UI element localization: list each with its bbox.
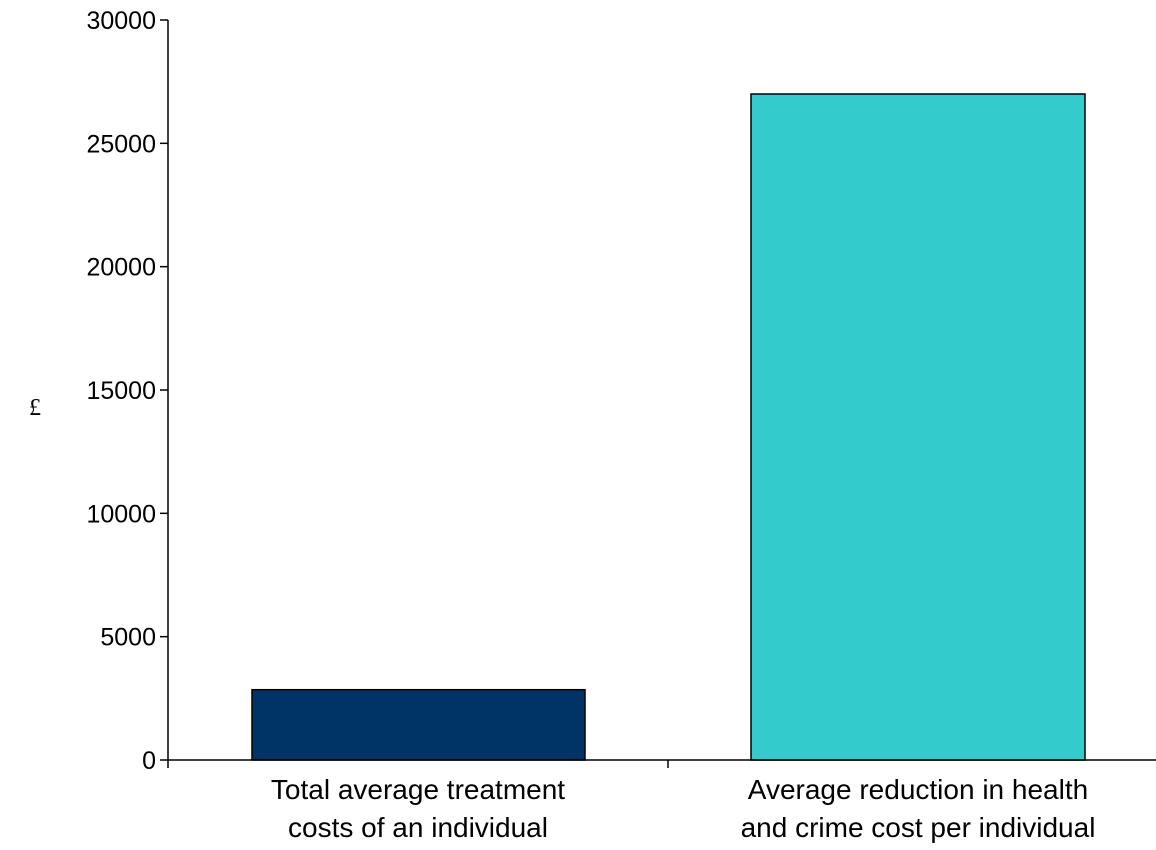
y-tick-label: 5000: [100, 624, 156, 652]
x-category-label: Total average treatment costs of an indiv…: [271, 774, 565, 843]
y-tick-label: 20000: [86, 254, 156, 282]
x-category-label-line: costs of an individual: [288, 812, 548, 843]
x-category-label-line: Average reduction in health: [748, 774, 1088, 805]
y-tick-label: 15000: [86, 377, 156, 405]
y-tick-label: 10000: [86, 500, 156, 528]
y-axis-ticks: 0 5000 10000 15000 20000 25000 30000: [86, 7, 669, 775]
x-category-label-line: Total average treatment: [271, 774, 565, 805]
bars: [251, 93, 1086, 761]
x-category-label-line: and crime cost per individual: [741, 812, 1096, 843]
category-labels: Total average treatment costs of an indiv…: [271, 774, 1096, 843]
y-tick-label: 0: [142, 747, 156, 775]
bar-1: [251, 688, 586, 761]
y-axis-label: £: [29, 395, 41, 421]
x-category-label: Average reduction in health and crime cos…: [741, 774, 1096, 843]
bar-2: [750, 93, 1086, 761]
y-tick-label: 30000: [86, 7, 156, 35]
y-tick-label: 25000: [86, 130, 156, 158]
